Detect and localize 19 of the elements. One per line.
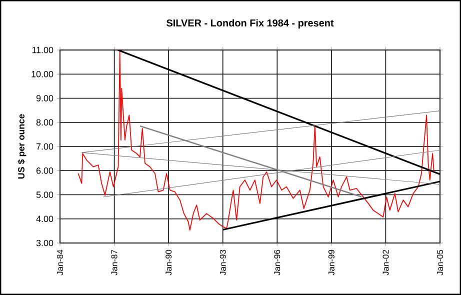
x-tick-label: Jan-93 — [220, 250, 226, 276]
x-tick-label: Jan-87 — [111, 250, 118, 276]
y-tick-label: 9.00 — [36, 95, 54, 102]
y-tick-label: 5.00 — [36, 192, 54, 198]
x-tick-label: Jan-99 — [328, 250, 334, 276]
chart-title: SILVER - London Fix 1984 - present — [166, 19, 334, 28]
y-tick-label: 10.00 — [32, 70, 54, 78]
y-tick-label: 4.00 — [36, 216, 54, 222]
x-tick-label: Jan-02 — [382, 250, 389, 276]
x-tick-label: Jan-84 — [57, 250, 63, 276]
x-tick-label: Jan-96 — [274, 250, 280, 276]
y-tick-label: 3.00 — [36, 240, 54, 246]
y-tick-label: 6.00 — [36, 167, 54, 174]
y-tick-label: 11.00 — [32, 46, 54, 54]
x-tick-label: Jan-90 — [166, 250, 172, 276]
y-axis-title: US $ per ounce — [18, 114, 26, 179]
y-tick-label: 8.00 — [36, 119, 54, 126]
x-tick-label: Jan-05 — [437, 250, 443, 276]
y-tick-label: 7.00 — [36, 143, 54, 150]
